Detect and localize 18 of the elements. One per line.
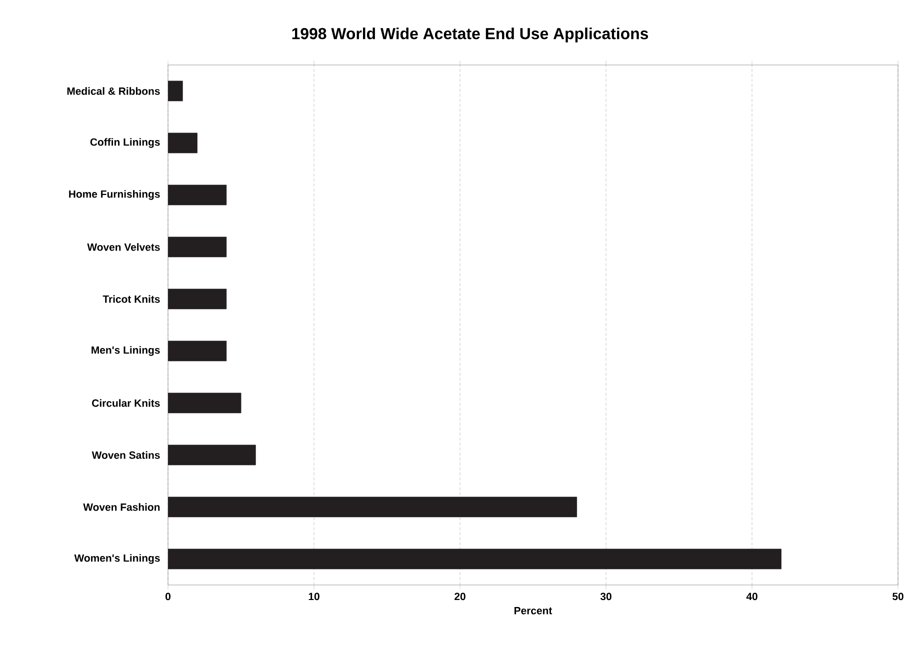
y-tick-label: Home Furnishings [69,190,160,200]
x-tick-label: 30 [600,592,612,600]
y-tick-label: Woven Fashion [83,503,160,511]
y-tick-label: Woven Satins [92,451,160,459]
y-tick-label: Medical & Ribbons [67,87,160,95]
y-tick-label: Women's Linings [74,554,160,564]
x-tick-label: 0 [166,592,170,600]
x-tick-label: 20 [454,592,466,600]
y-tick-label: Men's Linings [92,346,160,356]
x-tick-label: 10 [308,592,320,600]
y-tick-label: Coffin Linings [90,138,160,148]
x-axis-title: Percent [514,607,552,614]
y-tick-label: Woven Velvets [87,243,160,251]
x-tick-label: 40 [746,592,758,600]
y-tick-label: Tricot Knits [102,295,160,303]
chart-title: 1998 World Wide Acetate End Use Applications [292,28,648,42]
x-tick-label: 50 [892,592,904,600]
y-tick-label: Circular Knits [92,399,160,407]
